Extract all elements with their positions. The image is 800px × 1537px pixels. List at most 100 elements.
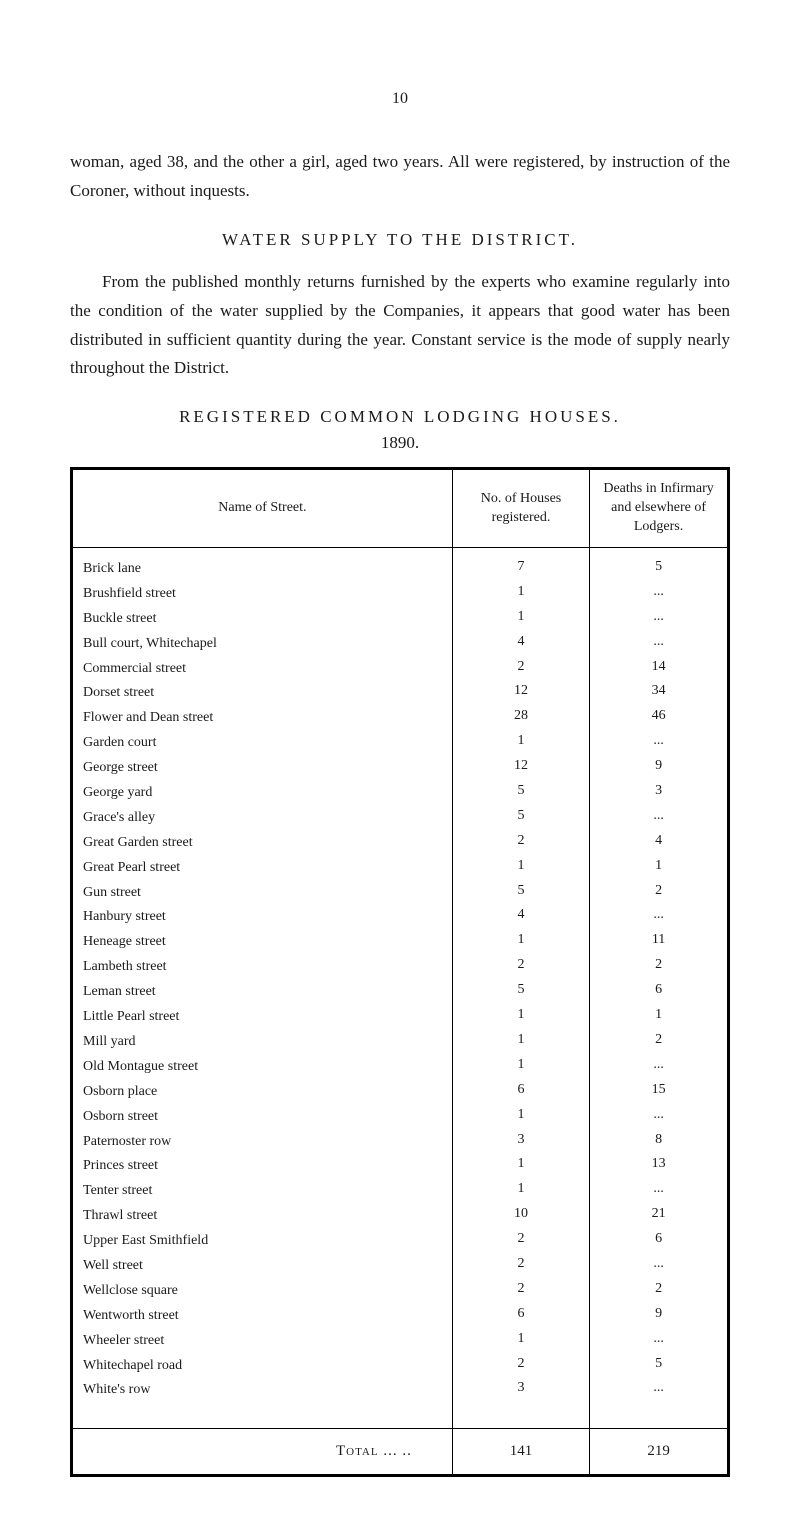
deaths-cell: 5 [590,1353,727,1378]
houses-cell: 1 [452,1328,589,1353]
leader-dots [136,1031,442,1045]
houses-cell: 2 [452,954,589,979]
street-cell: Osborn place [73,1079,452,1104]
houses-cell: 5 [452,805,589,830]
street-cell: Thrawl street [73,1203,452,1228]
deaths-cell: 21 [590,1203,727,1228]
deaths-cell: ... [590,904,727,929]
leader-dots [141,558,442,572]
houses-cell: 6 [452,1079,589,1104]
houses-cell: 3 [452,1129,589,1154]
street-name: Hanbury street [83,908,166,927]
deaths-cell: 2 [590,954,727,979]
street-name: Princes street [83,1157,158,1176]
leader-dots [158,757,442,771]
heading-lodging-houses: REGISTERED COMMON LODGING HOUSES. [70,407,730,427]
deaths-cell: 2 [590,1278,727,1303]
street-name: George yard [83,784,152,803]
leader-dots [157,1081,442,1095]
street-cell: Well street [73,1253,452,1278]
deaths-cell: ... [590,1377,727,1402]
table-header-row: Name of Street. No. of Houses registered… [73,470,727,547]
leader-dots [156,732,441,746]
street-name: Leman street [83,983,156,1002]
leader-dots [141,882,442,896]
deaths-cell: 13 [590,1153,727,1178]
houses-cell: 1 [452,1178,589,1203]
street-cell: Paternoster row [73,1129,452,1154]
total-label-cell: Total ... .. [73,1428,452,1474]
street-cell: Flower and Dean street [73,705,452,730]
page: 10 woman, aged 38, and the other a girl,… [0,0,800,1537]
street-cell: Wellclose square [73,1278,452,1303]
street-cell: Tenter street [73,1178,452,1203]
houses-cell: 1 [452,606,589,631]
leader-dots [178,1280,442,1294]
leader-dots [156,981,442,995]
deaths-cell: ... [590,606,727,631]
leader-dots [164,1330,442,1344]
houses-cell: 1 [452,1029,589,1054]
street-name: Buckle street [83,610,156,629]
table-row: Princes street 113 [73,1153,727,1178]
houses-cell: 4 [452,904,589,929]
leader-dots [156,608,441,622]
street-cell: Wheeler street [73,1328,452,1353]
street-name: Commercial street [83,660,186,679]
table-row: Hanbury street 4... [73,904,727,929]
leader-dots [166,931,442,945]
houses-cell: 12 [452,755,589,780]
table-row: Bull court, Whitechapel4... [73,631,727,656]
street-cell: George yard [73,780,452,805]
deaths-cell: 3 [590,780,727,805]
houses-cell: 2 [452,1253,589,1278]
street-cell: Gun street [73,880,452,905]
street-name: Well street [83,1257,143,1276]
page-number: 10 [70,90,730,108]
lodging-table-wrap: Name of Street. No. of Houses registered… [70,467,730,1476]
street-cell: Grace's alley [73,805,452,830]
street-name: Upper East Smithfield [83,1232,208,1251]
street-cell: Great Pearl street [73,855,452,880]
table-row: Great Garden street24 [73,830,727,855]
table-row: Old Montague street1... [73,1054,727,1079]
street-cell: Brick lane [73,556,452,581]
table-row: Tenter street1... [73,1178,727,1203]
leader-dots [152,1180,441,1194]
deaths-cell: 4 [590,830,727,855]
leader-dots [217,633,442,647]
table-row: Leman street56 [73,979,727,1004]
street-cell: Buckle street [73,606,452,631]
street-name: Brushfield street [83,585,176,604]
houses-cell: 1 [452,730,589,755]
leader-dots [150,1379,441,1393]
leader-dots [179,1305,442,1319]
deaths-cell: 34 [590,680,727,705]
leader-dots [213,707,442,721]
houses-cell: 10 [452,1203,589,1228]
table-row: Gun street52 [73,880,727,905]
houses-cell: 12 [452,680,589,705]
street-cell: Old Montague street [73,1054,452,1079]
houses-cell: 1 [452,1004,589,1029]
houses-cell: 4 [452,631,589,656]
street-cell: Great Garden street [73,830,452,855]
leader-dots [182,1355,442,1369]
street-cell: Hanbury street [73,904,452,929]
deaths-cell: 14 [590,656,727,681]
houses-cell: 1 [452,1153,589,1178]
street-name: Thrawl street [83,1207,157,1226]
street-name: Garden court [83,734,156,753]
leader-dots [171,1131,442,1145]
leader-dots [157,1205,442,1219]
leader-dots [176,583,442,597]
street-cell: Bull court, Whitechapel [73,631,452,656]
deaths-cell: ... [590,1104,727,1129]
street-name: Grace's alley [83,809,155,828]
col-header-street: Name of Street. [73,470,452,547]
street-name: White's row [83,1381,150,1400]
leader-dots [166,906,442,920]
street-cell: Lambeth street [73,954,452,979]
houses-cell: 1 [452,1054,589,1079]
street-name: Mill yard [83,1033,136,1052]
